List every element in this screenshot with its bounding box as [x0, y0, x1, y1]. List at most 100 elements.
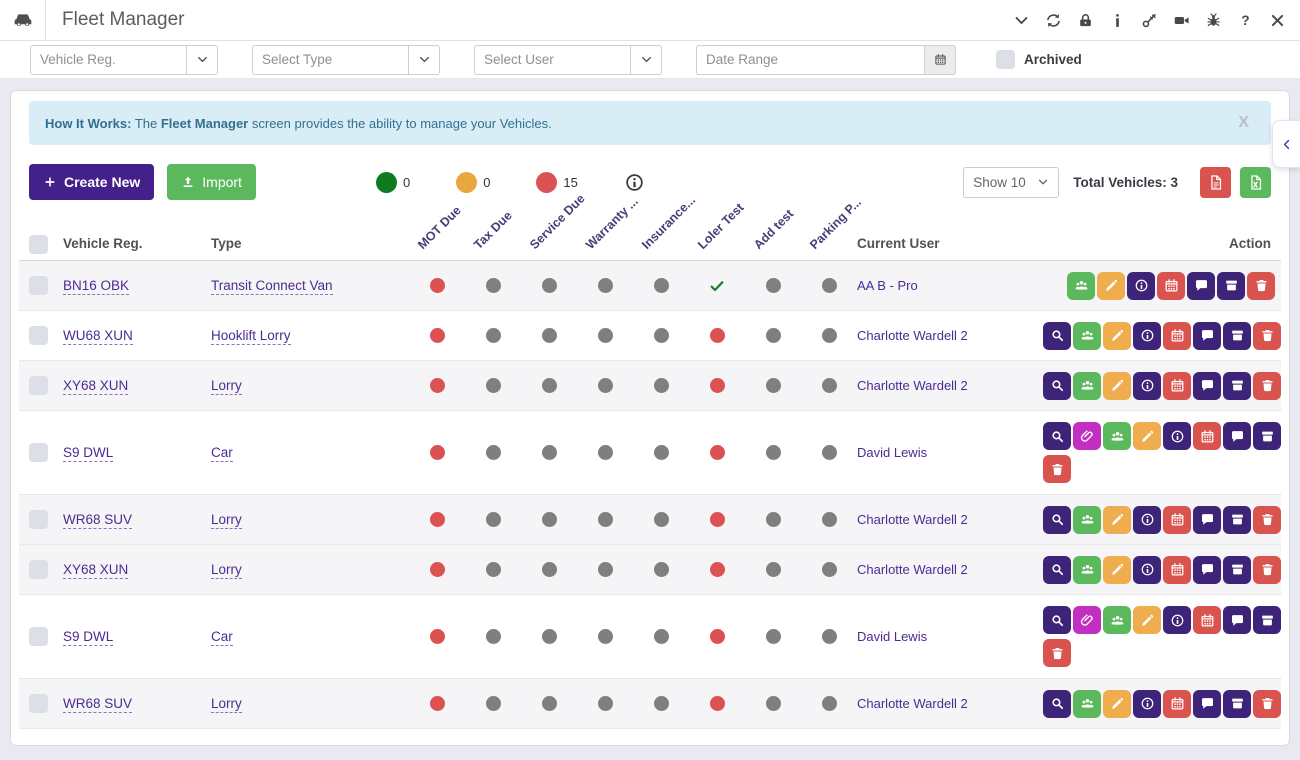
action-trash-button[interactable] [1247, 271, 1275, 300]
action-calendar-button[interactable] [1163, 689, 1191, 718]
action-info-circle-button[interactable] [1133, 371, 1161, 400]
action-archive-button[interactable] [1223, 555, 1251, 584]
action-comment-button[interactable] [1193, 689, 1221, 718]
video-camera-icon[interactable] [1173, 12, 1190, 29]
row-checkbox[interactable] [29, 276, 48, 295]
vehicle-reg-link[interactable]: S9 DWL [63, 444, 114, 462]
action-pencil-button[interactable] [1103, 321, 1131, 350]
lock-icon[interactable] [1077, 12, 1094, 29]
side-panel-toggle[interactable] [1272, 120, 1300, 168]
key-icon[interactable] [1141, 12, 1158, 29]
vehicle-type-link[interactable]: Lorry [211, 511, 242, 529]
vehicle-type-link[interactable]: Hooklift Lorry [211, 327, 291, 345]
action-paperclip-button[interactable] [1073, 606, 1101, 634]
action-comment-button[interactable] [1193, 321, 1221, 350]
action-trash-button[interactable] [1043, 455, 1071, 483]
vehicle-type-link[interactable]: Lorry [211, 561, 242, 579]
action-pencil-button[interactable] [1103, 555, 1131, 584]
action-archive-button[interactable] [1223, 371, 1251, 400]
bug-icon[interactable] [1205, 12, 1222, 29]
action-comment-button[interactable] [1193, 371, 1221, 400]
action-info-circle-button[interactable] [1163, 422, 1191, 450]
vehicle-reg-link[interactable]: WR68 SUV [63, 511, 133, 529]
action-calendar-button[interactable] [1163, 505, 1191, 534]
action-pencil-button[interactable] [1103, 505, 1131, 534]
select-all-checkbox[interactable] [29, 235, 48, 254]
current-user-link[interactable]: David Lewis [857, 445, 928, 460]
current-user-link[interactable]: Charlotte Wardell 2 [857, 512, 968, 527]
type-select-input[interactable] [252, 44, 408, 75]
action-comment-button[interactable] [1187, 271, 1215, 300]
create-new-button[interactable]: Create New [29, 164, 155, 200]
user-select-input[interactable] [474, 44, 630, 75]
action-users-button[interactable] [1073, 505, 1101, 534]
action-search-button[interactable] [1043, 321, 1071, 350]
close-icon[interactable] [1269, 12, 1286, 29]
action-info-circle-button[interactable] [1133, 689, 1161, 718]
action-trash-button[interactable] [1253, 689, 1281, 718]
action-trash-button[interactable] [1043, 639, 1071, 667]
export-pdf-button[interactable] [1200, 166, 1231, 198]
type-dropdown-button[interactable] [408, 44, 440, 75]
action-trash-button[interactable] [1253, 371, 1281, 400]
action-info-circle-button[interactable] [1127, 271, 1155, 300]
banner-close-icon[interactable]: X [1238, 114, 1249, 131]
help-icon[interactable]: ? [1237, 12, 1254, 29]
action-archive-button[interactable] [1223, 321, 1251, 350]
action-paperclip-button[interactable] [1073, 422, 1101, 450]
action-search-button[interactable] [1043, 422, 1071, 450]
action-trash-button[interactable] [1253, 505, 1281, 534]
export-excel-button[interactable] [1240, 166, 1271, 198]
info-letter-icon[interactable] [1109, 12, 1126, 29]
action-pencil-button[interactable] [1103, 689, 1131, 718]
row-checkbox[interactable] [29, 326, 48, 345]
action-users-button[interactable] [1103, 422, 1131, 450]
action-info-circle-button[interactable] [1163, 606, 1191, 634]
action-info-circle-button[interactable] [1133, 555, 1161, 584]
current-user-link[interactable]: Charlotte Wardell 2 [857, 378, 968, 393]
action-search-button[interactable] [1043, 555, 1071, 584]
current-user-link[interactable]: AA B - Pro [857, 278, 918, 293]
vehicle-type-link[interactable]: Car [211, 628, 233, 646]
action-pencil-button[interactable] [1097, 271, 1125, 300]
action-calendar-button[interactable] [1163, 371, 1191, 400]
action-archive-button[interactable] [1223, 505, 1251, 534]
action-archive-button[interactable] [1223, 689, 1251, 718]
vehicle-reg-dropdown-button[interactable] [186, 44, 218, 75]
action-pencil-button[interactable] [1133, 422, 1161, 450]
action-search-button[interactable] [1043, 371, 1071, 400]
import-button[interactable]: Import [167, 164, 256, 200]
action-search-button[interactable] [1043, 689, 1071, 718]
action-users-button[interactable] [1073, 555, 1101, 584]
legend-info-icon[interactable] [624, 172, 645, 193]
vehicle-type-link[interactable]: Transit Connect Van [211, 277, 333, 295]
action-comment-button[interactable] [1193, 505, 1221, 534]
action-search-button[interactable] [1043, 606, 1071, 634]
action-calendar-button[interactable] [1193, 422, 1221, 450]
row-checkbox[interactable] [29, 627, 48, 646]
action-calendar-button[interactable] [1163, 321, 1191, 350]
vehicle-reg-input[interactable] [30, 44, 186, 75]
action-info-circle-button[interactable] [1133, 321, 1161, 350]
user-dropdown-button[interactable] [630, 44, 662, 75]
vehicle-reg-link[interactable]: BN16 OBK [63, 277, 130, 295]
vehicle-reg-link[interactable]: WR68 SUV [63, 695, 133, 713]
row-checkbox[interactable] [29, 443, 48, 462]
vehicle-reg-link[interactable]: WU68 XUN [63, 327, 133, 345]
action-calendar-button[interactable] [1157, 271, 1185, 300]
action-calendar-button[interactable] [1193, 606, 1221, 634]
refresh-icon[interactable] [1045, 12, 1062, 29]
action-users-button[interactable] [1073, 321, 1101, 350]
row-checkbox[interactable] [29, 694, 48, 713]
action-users-button[interactable] [1103, 606, 1131, 634]
chevron-down-icon[interactable] [1013, 12, 1030, 29]
vehicle-type-link[interactable]: Car [211, 444, 233, 462]
date-range-input[interactable] [696, 44, 924, 75]
action-archive-button[interactable] [1253, 422, 1281, 450]
action-trash-button[interactable] [1253, 555, 1281, 584]
action-pencil-button[interactable] [1133, 606, 1161, 634]
action-search-button[interactable] [1043, 505, 1071, 534]
show-page-size-select[interactable]: Show 10 [963, 166, 1060, 198]
action-calendar-button[interactable] [1163, 555, 1191, 584]
action-info-circle-button[interactable] [1133, 505, 1161, 534]
